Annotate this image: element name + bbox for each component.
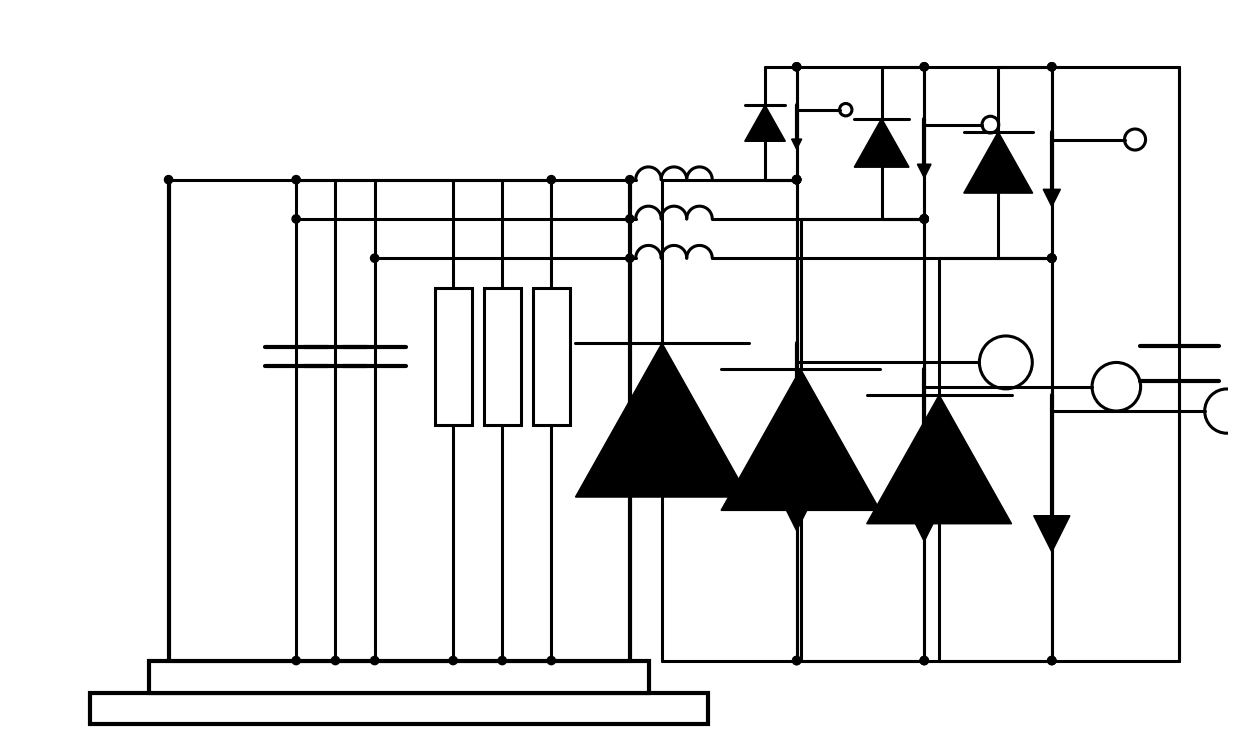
Circle shape [293, 215, 300, 223]
Circle shape [1048, 656, 1056, 665]
Circle shape [920, 215, 929, 223]
Bar [484, 288, 521, 425]
Circle shape [1048, 254, 1056, 263]
Circle shape [1048, 656, 1056, 665]
Circle shape [626, 254, 634, 263]
Circle shape [165, 175, 172, 184]
Circle shape [1048, 63, 1056, 71]
Circle shape [792, 63, 801, 71]
Polygon shape [854, 119, 909, 167]
Circle shape [920, 656, 929, 665]
Circle shape [920, 215, 929, 223]
Polygon shape [918, 164, 931, 178]
Circle shape [547, 175, 556, 184]
Circle shape [1048, 254, 1056, 263]
Circle shape [1048, 254, 1056, 263]
Circle shape [547, 656, 556, 665]
Circle shape [792, 175, 801, 184]
Polygon shape [904, 501, 944, 542]
Circle shape [792, 175, 801, 184]
Polygon shape [963, 132, 1033, 193]
Circle shape [293, 656, 300, 665]
Bar [434, 288, 471, 425]
Circle shape [1048, 63, 1056, 71]
Circle shape [331, 656, 340, 665]
Polygon shape [1034, 515, 1070, 552]
Circle shape [371, 656, 378, 665]
Bar [91, 693, 708, 724]
Circle shape [792, 63, 801, 71]
Circle shape [792, 175, 801, 184]
Circle shape [371, 254, 378, 263]
Polygon shape [745, 105, 785, 141]
Circle shape [792, 175, 801, 184]
Bar [533, 288, 570, 425]
Circle shape [293, 175, 300, 184]
Polygon shape [791, 139, 802, 149]
Circle shape [920, 63, 929, 71]
Circle shape [792, 656, 801, 665]
Circle shape [920, 656, 929, 665]
Circle shape [449, 656, 458, 665]
Circle shape [626, 215, 634, 223]
Polygon shape [775, 487, 818, 530]
Circle shape [626, 175, 634, 184]
Circle shape [920, 63, 929, 71]
Circle shape [1048, 254, 1056, 263]
Polygon shape [1043, 189, 1060, 207]
Polygon shape [575, 343, 749, 497]
Polygon shape [867, 395, 1012, 524]
Circle shape [792, 656, 801, 665]
Circle shape [498, 656, 506, 665]
Bar [149, 660, 650, 693]
Polygon shape [722, 369, 880, 510]
Circle shape [920, 215, 929, 223]
Circle shape [920, 215, 929, 223]
